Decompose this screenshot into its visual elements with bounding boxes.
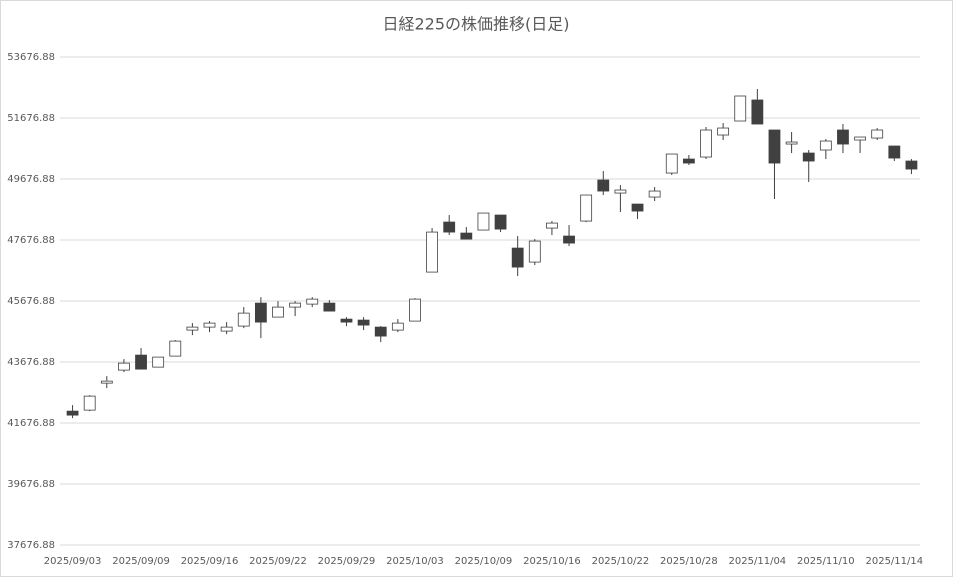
candle-body <box>494 214 507 230</box>
candle-body <box>118 362 130 371</box>
candle-body <box>237 312 250 327</box>
x-tick-label: 2025/10/28 <box>660 556 718 567</box>
candle-body <box>443 221 456 233</box>
candle-body <box>648 190 661 198</box>
candle-body <box>580 194 593 222</box>
x-tick-label: 2025/09/03 <box>44 556 102 567</box>
candle-body <box>768 129 781 164</box>
candle-body <box>409 298 421 322</box>
x-tick-label: 2025/10/22 <box>592 556 650 567</box>
chart-title: 日経225の株価推移(日足) <box>382 15 569 34</box>
candle-body <box>340 318 353 323</box>
x-tick-label: 2025/09/22 <box>249 556 307 567</box>
candle-body <box>888 145 901 159</box>
candle-body <box>682 158 695 164</box>
x-tick-label: 2025/10/03 <box>386 556 444 567</box>
candle-body <box>854 136 866 141</box>
candle-body <box>391 322 404 331</box>
candle-body <box>289 302 302 308</box>
candle-body <box>751 99 764 125</box>
candle-body <box>66 410 79 416</box>
candle-body <box>717 127 730 136</box>
candle-body <box>254 302 267 323</box>
candle-body <box>169 340 182 357</box>
candle-body <box>837 129 849 145</box>
y-tick-label: 37676.88 <box>7 540 55 551</box>
x-tick-label: 2025/09/29 <box>318 556 376 567</box>
candle-body <box>477 212 490 231</box>
candle-body <box>528 240 541 263</box>
candle-body <box>871 129 884 139</box>
y-tick-label: 45676.88 <box>7 296 55 307</box>
x-tick-label: 2025/09/09 <box>112 556 170 567</box>
y-tick-label: 41676.88 <box>7 418 55 429</box>
candle-body <box>152 356 165 368</box>
candle-body <box>323 302 336 312</box>
x-tick-label: 2025/11/04 <box>729 556 787 567</box>
candle-body <box>700 129 712 158</box>
candle-body <box>614 189 627 194</box>
candle-body <box>135 354 147 370</box>
candle-body <box>905 160 918 170</box>
candle-body <box>272 306 284 318</box>
candle-body <box>100 380 113 384</box>
candle-body <box>665 153 678 174</box>
candle-body <box>186 326 199 331</box>
candle-body <box>631 203 644 212</box>
candle-body <box>785 141 798 145</box>
x-tick-label: 2025/10/09 <box>455 556 513 567</box>
candle-body <box>220 326 233 332</box>
candle-body <box>597 179 610 192</box>
y-tick-label: 47676.88 <box>7 235 55 246</box>
candle-body <box>357 319 370 326</box>
candle-body <box>546 222 558 229</box>
candle-body <box>802 152 815 162</box>
x-tick-label: 2025/11/10 <box>797 556 855 567</box>
candle-body <box>374 326 387 337</box>
y-tick-label: 43676.88 <box>7 357 55 368</box>
candle-body <box>511 247 524 268</box>
y-tick-label: 49676.88 <box>7 174 55 185</box>
x-tick-label: 2025/10/16 <box>523 556 581 567</box>
y-tick-label: 51676.88 <box>7 113 55 124</box>
candle-body <box>734 95 747 122</box>
x-tick-label: 2025/11/14 <box>865 556 923 567</box>
candle-body <box>203 322 216 328</box>
candle-body <box>83 395 96 411</box>
candle-body <box>306 298 319 305</box>
candle-body <box>563 235 575 244</box>
candle-body <box>819 140 832 151</box>
y-tick-label: 39676.88 <box>7 479 55 490</box>
y-tick-label: 53676.88 <box>7 52 55 63</box>
candle-body <box>426 231 438 273</box>
candle-body <box>460 232 473 240</box>
x-tick-label: 2025/09/16 <box>181 556 239 567</box>
